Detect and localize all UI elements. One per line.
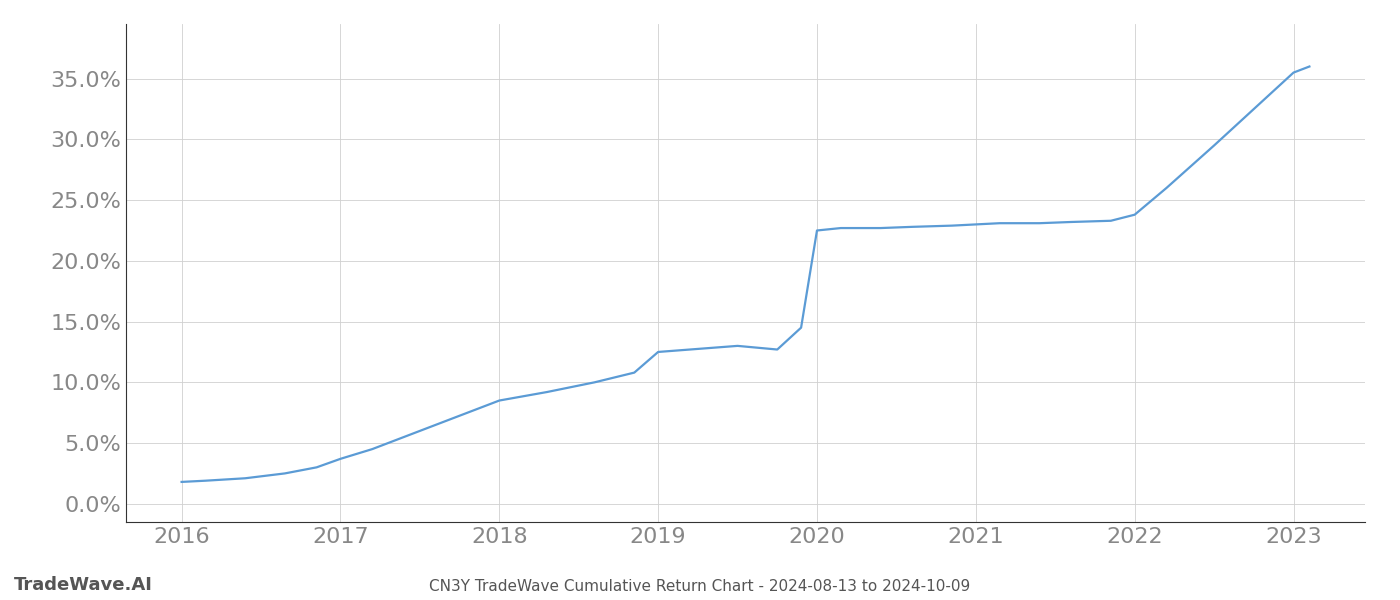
- Text: CN3Y TradeWave Cumulative Return Chart - 2024-08-13 to 2024-10-09: CN3Y TradeWave Cumulative Return Chart -…: [430, 579, 970, 594]
- Text: TradeWave.AI: TradeWave.AI: [14, 576, 153, 594]
